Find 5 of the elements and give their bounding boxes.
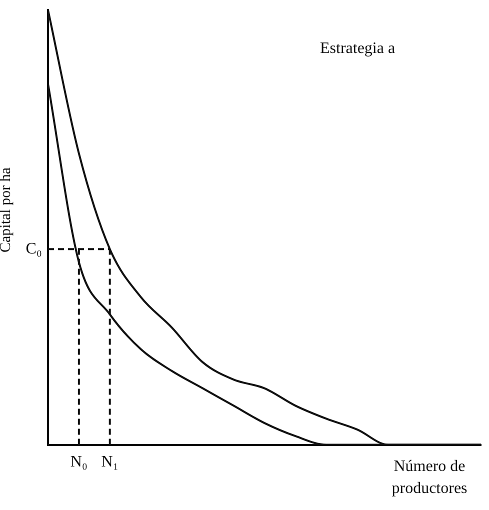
x-tick-label: N₀ — [70, 454, 88, 471]
text: Estrategia a — [320, 40, 396, 58]
x-axis-title: Número de productores — [390, 457, 468, 499]
ref-line-label: C₀ — [26, 240, 42, 258]
x-tick-label: N₁ — [101, 454, 118, 471]
